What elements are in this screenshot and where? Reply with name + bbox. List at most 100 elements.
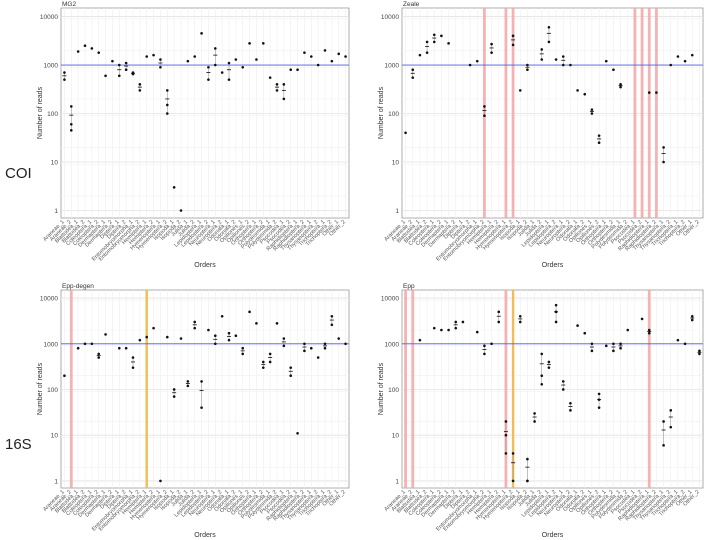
data-point bbox=[432, 326, 436, 330]
y-axis-label: Number of reads bbox=[378, 362, 385, 415]
chart-panel-mg2: 110100100010000Araneae_1Araneae_2Blattod… bbox=[37, 1, 350, 269]
data-point bbox=[597, 406, 601, 409]
y-tick-label: 100 bbox=[388, 387, 399, 394]
data-point bbox=[647, 91, 651, 94]
data-point bbox=[193, 320, 197, 324]
data-point bbox=[690, 314, 694, 318]
data-point bbox=[316, 356, 320, 359]
data-point bbox=[612, 342, 615, 346]
data-point bbox=[241, 65, 245, 69]
data-point bbox=[440, 328, 443, 332]
data-point bbox=[547, 360, 551, 364]
data-point bbox=[561, 63, 565, 67]
data-point bbox=[111, 59, 114, 63]
data-point bbox=[138, 338, 142, 342]
data-point bbox=[179, 209, 183, 212]
data-point bbox=[504, 420, 508, 423]
data-point bbox=[655, 91, 658, 94]
data-point bbox=[124, 346, 128, 350]
data-point bbox=[296, 432, 299, 435]
data-point bbox=[69, 122, 73, 126]
data-point bbox=[138, 89, 142, 92]
data-point bbox=[104, 333, 107, 336]
data-point bbox=[526, 457, 529, 461]
data-point bbox=[275, 83, 279, 86]
data-point bbox=[619, 346, 622, 350]
data-point bbox=[662, 146, 665, 149]
data-point bbox=[497, 310, 501, 314]
data-point bbox=[282, 344, 286, 348]
highlight-band-pink bbox=[640, 8, 644, 218]
data-point bbox=[76, 346, 80, 350]
data-point bbox=[432, 40, 436, 44]
data-point bbox=[165, 89, 169, 92]
data-point bbox=[323, 49, 327, 52]
data-point bbox=[63, 374, 66, 378]
data-point bbox=[597, 398, 601, 401]
data-point bbox=[248, 42, 251, 45]
data-point bbox=[690, 318, 694, 322]
data-point bbox=[447, 328, 450, 332]
y-tick-label: 1 bbox=[395, 478, 399, 485]
highlight-band-pink bbox=[504, 8, 508, 218]
data-point bbox=[241, 352, 245, 356]
y-tick-label: 10000 bbox=[40, 14, 58, 21]
data-point bbox=[344, 342, 347, 346]
data-point bbox=[533, 420, 536, 423]
data-point bbox=[255, 58, 258, 61]
data-point bbox=[131, 366, 135, 369]
data-point bbox=[76, 50, 80, 53]
highlight-band-pink bbox=[504, 290, 508, 488]
data-point bbox=[669, 409, 673, 412]
data-point bbox=[540, 374, 544, 378]
data-point bbox=[220, 314, 224, 318]
data-point bbox=[698, 349, 701, 353]
y-axis-label: Number of reads bbox=[37, 86, 44, 139]
data-point bbox=[590, 108, 594, 111]
data-point bbox=[303, 342, 306, 346]
data-point bbox=[590, 342, 594, 346]
data-point bbox=[97, 352, 101, 356]
data-point bbox=[213, 334, 217, 338]
data-point bbox=[483, 105, 486, 108]
data-point bbox=[540, 48, 544, 51]
data-point bbox=[404, 131, 407, 135]
data-point bbox=[323, 342, 327, 346]
x-axis-label: Orders bbox=[194, 532, 216, 539]
data-point bbox=[83, 342, 87, 346]
data-point bbox=[220, 71, 224, 74]
data-point bbox=[104, 74, 107, 78]
data-point bbox=[138, 83, 142, 86]
data-point bbox=[63, 71, 66, 74]
data-point bbox=[483, 352, 486, 356]
highlight-band-pink bbox=[404, 290, 407, 488]
data-point bbox=[425, 51, 429, 54]
data-point bbox=[612, 68, 615, 72]
data-point bbox=[504, 452, 508, 455]
data-point bbox=[330, 323, 334, 327]
data-point bbox=[454, 326, 458, 330]
data-point bbox=[425, 40, 429, 44]
data-point bbox=[275, 89, 279, 92]
data-point bbox=[669, 425, 673, 429]
data-point bbox=[200, 406, 203, 409]
data-point bbox=[554, 58, 558, 61]
data-point bbox=[576, 89, 579, 92]
data-point bbox=[117, 63, 121, 67]
data-point bbox=[683, 342, 687, 346]
data-point bbox=[483, 344, 486, 348]
data-point bbox=[124, 68, 128, 72]
data-point bbox=[647, 331, 651, 335]
y-tick-label: 100 bbox=[47, 111, 58, 118]
data-point bbox=[248, 310, 251, 314]
highlight-band-pink bbox=[69, 290, 73, 488]
data-point bbox=[411, 76, 415, 79]
data-point bbox=[234, 334, 238, 338]
data-point bbox=[330, 314, 334, 318]
y-tick-label: 10000 bbox=[381, 296, 399, 303]
data-point bbox=[676, 55, 680, 58]
data-point bbox=[647, 328, 651, 332]
data-point bbox=[289, 374, 293, 378]
y-tick-label: 1000 bbox=[44, 63, 59, 70]
data-point bbox=[159, 479, 162, 483]
